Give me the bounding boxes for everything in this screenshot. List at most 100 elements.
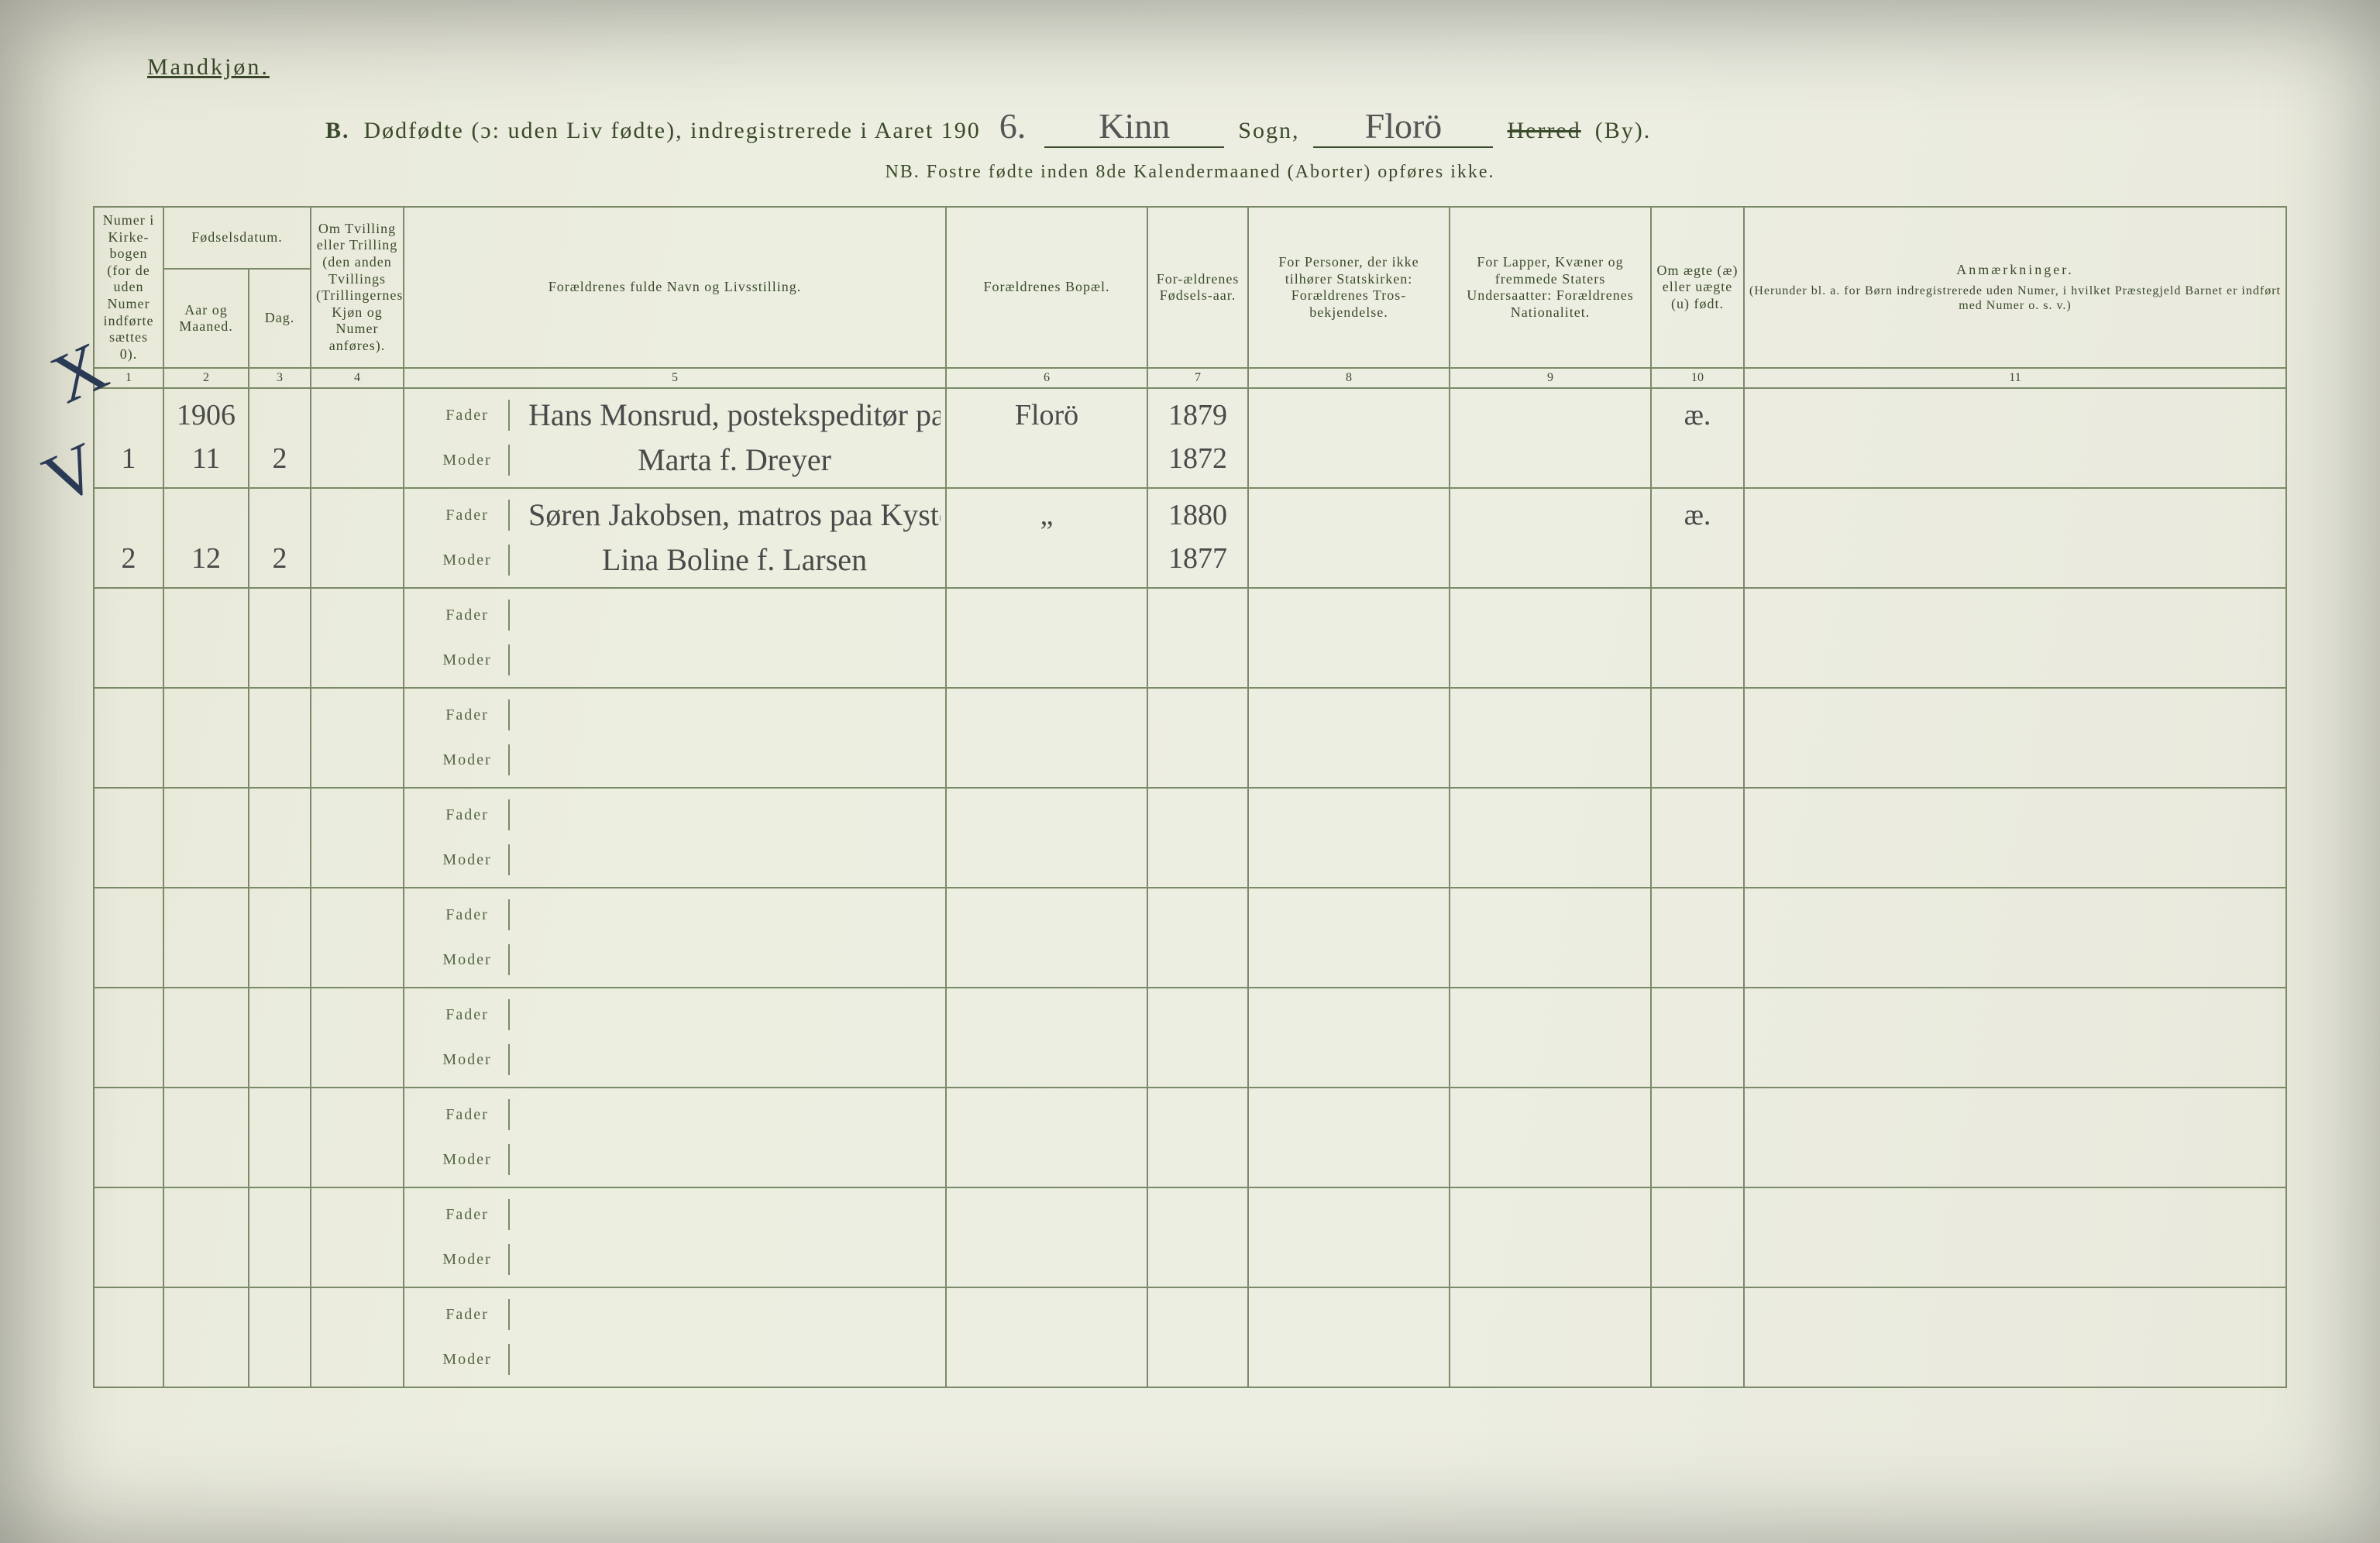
empty-cell [311,788,404,888]
empty-cell [249,1287,311,1387]
split-cell: 2 [249,388,311,488]
split-bottom: 2 [99,538,158,581]
split-top: 1879 [1153,394,1243,438]
colnum-9: 9 [1450,368,1651,387]
colnum-3: 3 [249,368,311,387]
empty-cell [1248,688,1450,788]
parent-row-fader: Fader [409,1293,941,1337]
empty-cell [1147,1187,1248,1287]
parent-row-fader: FaderSøren Jakobsen, matros paa Kystdamp… [409,493,941,538]
column-number-row: 1 2 3 4 5 6 7 8 9 10 11 [94,368,2286,387]
parent-label-fader: Fader [409,1305,510,1324]
split-top: 1880 [1153,494,1243,538]
parent-row-moder: Moder [409,737,941,782]
split-cell: Florö [946,388,1147,488]
split-top [1455,394,1646,438]
parent-name-moder: Marta f. Dreyer [510,442,941,479]
title-year-hand: 6. [995,105,1031,146]
empty-cell [94,788,163,888]
empty-cell [1147,988,1248,1088]
subtitle: NB. Fostre fødte inden 8de Kalendermaane… [93,162,2287,183]
split-bottom: 1872 [1153,438,1243,481]
table-row-blank: FaderModer [94,1187,2286,1287]
empty-cell [1744,988,2286,1088]
empty-cell [1248,1088,1450,1187]
parent-row-moder: Moder [409,637,941,682]
empty-cell [1744,1088,2286,1187]
parent-label-fader: Fader [409,1105,510,1124]
split-cell: 190611 [163,388,249,488]
split-top: Florö [951,394,1142,438]
herred-struck: Herred [1507,118,1580,144]
sogn-label: Sogn, [1238,118,1299,144]
table-row-blank: FaderModer [94,1287,2286,1387]
split-top [254,494,305,538]
parent-cell: FaderModer [404,1287,946,1387]
parent-cell: FaderSøren Jakobsen, matros paa Kystdamp… [404,488,946,588]
empty-cell [249,888,311,988]
split-top [1254,494,1444,538]
colnum-10: 10 [1651,368,1744,387]
empty-cell [1651,888,1744,988]
empty-cell [249,788,311,888]
parent-cell: FaderModer [404,588,946,688]
split-top [254,394,305,438]
col-11-header-a: Anmærkninger. [1749,262,2281,279]
table-head: Numer i Kirke-bogen (for de uden Numer i… [94,207,2286,388]
empty-cell [1744,588,2286,688]
empty-cell [1450,688,1651,788]
parent-label-moder: Moder [409,451,510,469]
split-cell [1248,488,1450,588]
empty-cell [311,1088,404,1187]
parent-cell: FaderHans Monsrud, postekspeditør paa Ky… [404,388,946,488]
parent-cell: FaderModer [404,888,946,988]
parent-row-moder: Moder [409,1037,941,1082]
empty-cell [1450,1187,1651,1287]
parent-label-fader: Fader [409,1205,510,1224]
empty-cell [1744,1287,2286,1387]
split-top [99,394,158,438]
empty-cell [946,588,1147,688]
title-prefix: B. [325,118,350,144]
split-cell: æ. [1651,488,1744,588]
col-5-header: Forældrenes fulde Navn og Livsstilling. [404,207,946,368]
split-cell: 18801877 [1147,488,1248,588]
parent-cell: FaderModer [404,988,946,1088]
split-cell: 2 [94,488,163,588]
col-4-header: Om Tvilling eller Trilling (den anden Tv… [311,207,404,368]
col-11-header: Anmærkninger. (Herunder bl. a. for Børn … [1744,207,2286,368]
split-top: „ [951,494,1142,538]
empty-cell [1450,588,1651,688]
empty-cell [163,1088,249,1187]
split-cell [1248,388,1450,488]
table-row: 2122FaderSøren Jakobsen, matros paa Kyst… [94,488,2286,588]
parent-cell: FaderModer [404,1187,946,1287]
split-bottom [1254,538,1444,581]
empty-cell [1744,788,2286,888]
empty-cell [1248,788,1450,888]
split-top: æ. [1656,394,1739,438]
colnum-1: 1 [94,368,163,387]
empty-cell [1147,1287,1248,1387]
empty-cell [1147,688,1248,788]
colnum-7: 7 [1147,368,1248,387]
empty-cell [1651,688,1744,788]
col-6-header: Forældrenes Bopæl. [946,207,1147,368]
sogn-field: Kinn [1044,105,1224,148]
split-bottom [1254,438,1444,481]
colnum-5: 5 [404,368,946,387]
empty-cell [1450,988,1651,1088]
empty-cell [249,988,311,1088]
parent-row-fader: Fader [409,693,941,737]
empty-cell [94,1187,163,1287]
col-7-header: For-ældrenes Fødsels-aar. [1147,207,1248,368]
split-cell: „ [946,488,1147,588]
empty-cell [1744,1187,2286,1287]
split-top [1254,394,1444,438]
empty-cell [1147,588,1248,688]
empty-cell [1744,888,2286,988]
parent-label-fader: Fader [409,406,510,424]
empty-cell [94,888,163,988]
colnum-2: 2 [163,368,249,387]
parent-label-moder: Moder [409,950,510,969]
